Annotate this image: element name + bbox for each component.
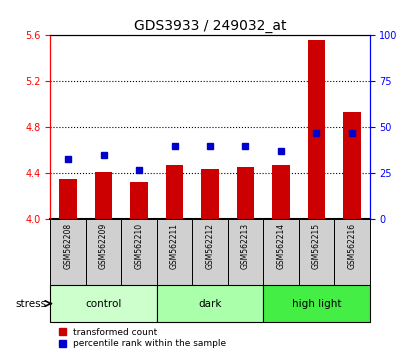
Text: GSM562216: GSM562216 (347, 223, 356, 269)
Bar (236, 166, 255, 219)
Bar (343, 113, 361, 219)
Bar (272, 165, 290, 219)
Text: dark: dark (198, 298, 222, 309)
FancyBboxPatch shape (157, 285, 263, 322)
FancyBboxPatch shape (299, 219, 334, 285)
Text: GSM562210: GSM562210 (134, 223, 144, 269)
Text: GSM562215: GSM562215 (312, 223, 321, 269)
Title: GDS3933 / 249032_at: GDS3933 / 249032_at (134, 19, 286, 33)
Bar (130, 182, 148, 219)
FancyBboxPatch shape (50, 285, 157, 322)
FancyBboxPatch shape (263, 219, 299, 285)
FancyBboxPatch shape (334, 219, 370, 285)
Text: GSM562214: GSM562214 (276, 223, 286, 269)
FancyBboxPatch shape (50, 219, 86, 285)
Text: GSM562213: GSM562213 (241, 223, 250, 269)
Bar (201, 169, 219, 219)
FancyBboxPatch shape (121, 219, 157, 285)
Text: control: control (85, 298, 122, 309)
Text: GSM562209: GSM562209 (99, 223, 108, 269)
FancyBboxPatch shape (86, 219, 121, 285)
FancyBboxPatch shape (228, 219, 263, 285)
Bar (165, 165, 184, 219)
Bar (95, 172, 113, 219)
Bar (59, 179, 77, 219)
Bar (307, 40, 325, 219)
Legend: transformed count, percentile rank within the sample: transformed count, percentile rank withi… (55, 324, 230, 352)
FancyBboxPatch shape (192, 219, 228, 285)
Text: GSM562208: GSM562208 (64, 223, 73, 269)
Text: GSM562211: GSM562211 (170, 223, 179, 269)
Text: GSM562212: GSM562212 (205, 223, 215, 269)
FancyBboxPatch shape (157, 219, 192, 285)
Text: high light: high light (291, 298, 341, 309)
FancyBboxPatch shape (263, 285, 370, 322)
Text: stress: stress (15, 298, 46, 309)
